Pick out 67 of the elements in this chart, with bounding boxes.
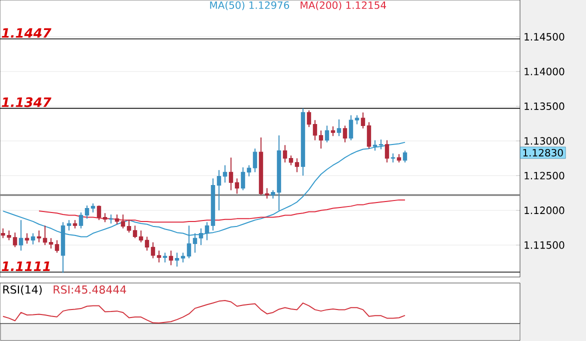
candlestick — [18, 220, 24, 252]
candlestick — [288, 155, 294, 166]
candlestick — [150, 242, 156, 259]
candlestick — [6, 230, 12, 241]
candlestick — [384, 140, 390, 163]
text: 1.12830 — [523, 148, 563, 157]
y-tick-label: 1.13000 — [524, 137, 564, 145]
candlestick — [36, 230, 42, 243]
candlestick — [120, 214, 126, 229]
candlestick — [246, 164, 252, 177]
candlestick — [174, 252, 180, 268]
candlestick — [180, 252, 186, 263]
candlestick — [66, 220, 72, 231]
candlestick — [234, 178, 240, 194]
candlestick — [282, 144, 288, 163]
candlestick — [228, 157, 234, 191]
chart-subtitle: RSI:45.48444 — [54, 285, 126, 294]
candlestick — [324, 125, 330, 143]
candlestick — [42, 225, 48, 246]
candlestick — [126, 220, 132, 234]
y-tick-label: 1.13500 — [524, 102, 564, 110]
text: MA(50) 1.12976 — [210, 1, 290, 10]
candlestick — [402, 150, 408, 163]
y-tick-label: 1.14000 — [524, 68, 564, 76]
candlestick — [336, 118, 342, 137]
candlestick — [222, 164, 228, 184]
candlestick — [366, 122, 372, 150]
ref-line-label: 1.1347 — [2, 97, 52, 108]
y-tick-label: 1.12000 — [524, 206, 564, 214]
candlestick — [240, 166, 246, 191]
candlestick — [216, 170, 222, 211]
y-tick-label: 1.14500 — [524, 33, 564, 41]
candlestick — [348, 114, 354, 141]
candlestick — [330, 126, 336, 137]
candlestick — [360, 112, 366, 129]
candlestick — [132, 225, 138, 239]
y-tick-label: 1.12500 — [524, 172, 564, 180]
candlestick — [342, 125, 348, 143]
ref-line-label: 1.1111 — [2, 261, 50, 271]
candlestick — [294, 158, 300, 173]
candlestick — [84, 204, 90, 220]
candlestick — [144, 236, 150, 252]
candlestick — [30, 232, 36, 245]
text: MA(200) 1.12154 — [300, 1, 386, 10]
candlestick — [90, 202, 96, 213]
candlestick — [12, 232, 18, 248]
candlestick — [138, 230, 144, 243]
candlestick — [54, 240, 60, 254]
candlestick — [102, 212, 108, 223]
candlestick — [78, 212, 84, 229]
candlestick — [96, 204, 102, 221]
candlestick — [48, 238, 54, 250]
ref-line-label: 1.1447 — [2, 28, 52, 38]
y-tick-label: 1.11500 — [524, 241, 564, 249]
candlestick — [156, 250, 162, 263]
candlestick — [318, 130, 324, 150]
candlestick — [162, 252, 168, 263]
candlestick — [354, 114, 360, 125]
candlestick — [252, 148, 258, 173]
candlestick — [264, 188, 270, 200]
candlestick — [312, 120, 318, 141]
candlestick — [24, 232, 30, 244]
candlestick — [306, 110, 312, 128]
candlestick — [0, 228, 6, 239]
candlestick — [168, 250, 174, 266]
candlestick — [114, 214, 120, 225]
chart-title: RSI(14) — [3, 285, 42, 295]
